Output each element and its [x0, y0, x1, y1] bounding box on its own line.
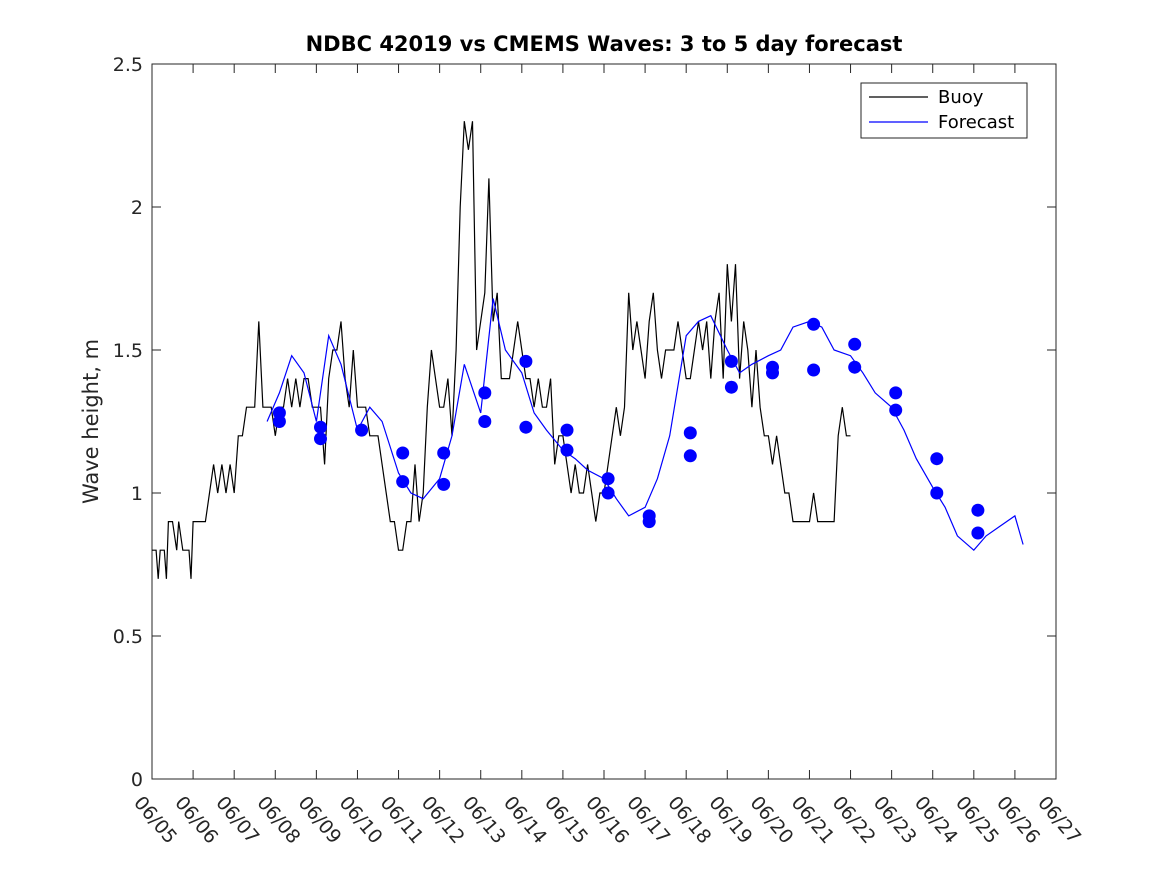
x-tick-label: 06/10 [335, 792, 387, 848]
forecast-marker [807, 363, 821, 377]
x-tick-label: 06/13 [458, 792, 510, 848]
x-tick-label: 06/23 [869, 792, 921, 848]
x-tick-label: 06/26 [992, 792, 1044, 848]
forecast-marker [519, 354, 533, 368]
x-tick-label: 06/05 [129, 792, 181, 848]
forecast-marker [478, 386, 492, 400]
forecast-marker [724, 380, 738, 394]
x-tick-label: 06/24 [910, 792, 962, 848]
forecast-marker [437, 477, 451, 491]
y-axis-label: Wave height, m [79, 339, 103, 504]
y-tick-label: 0 [131, 769, 143, 791]
x-tick-label: 06/27 [1033, 792, 1085, 848]
forecast-marker [601, 472, 615, 486]
forecast-marker [889, 403, 903, 417]
forecast-marker [683, 449, 697, 463]
forecast-marker [683, 426, 697, 440]
forecast-marker [519, 420, 533, 434]
legend-forecast-label: Forecast [938, 112, 1014, 133]
x-tick-label: 06/17 [622, 792, 674, 848]
x-tick-label: 06/22 [828, 792, 880, 848]
forecast-marker [396, 475, 410, 489]
forecast-marker [437, 446, 451, 460]
forecast-marker [724, 354, 738, 368]
forecast-marker [642, 515, 656, 529]
series-layer [152, 121, 1024, 579]
x-tick-label: 06/20 [746, 792, 798, 848]
legend-box [860, 82, 1028, 139]
y-axis: 0 0.5 1 1.5 2 2.5 [113, 54, 1056, 791]
y-tick-label: 1.5 [113, 340, 143, 362]
x-tick-label: 06/15 [540, 792, 592, 848]
forecast-marker [314, 420, 327, 434]
forecast-marker [930, 452, 944, 466]
forecast-marker [766, 366, 779, 380]
forecast-marker [560, 423, 574, 437]
y-tick-label: 1 [131, 483, 143, 505]
forecast-marker [396, 446, 410, 460]
x-tick-label: 06/12 [417, 792, 469, 848]
forecast-marker [355, 423, 369, 437]
forecast-marker [478, 415, 492, 428]
x-tick-label: 06/14 [499, 792, 551, 848]
x-tick-label: 06/06 [170, 792, 222, 848]
forecast-marker [601, 486, 615, 500]
forecast-marker [971, 526, 985, 540]
y-tick-label: 0.5 [113, 626, 143, 648]
x-tick-label: 06/18 [663, 792, 715, 848]
x-tick-label: 06/21 [787, 792, 839, 848]
forecast-marker [272, 415, 286, 428]
forecast-marker [848, 337, 862, 351]
forecast-marker [971, 503, 985, 517]
x-tick-label: 06/11 [376, 792, 428, 848]
x-tick-label: 06/16 [581, 792, 633, 848]
y-tick-label: 2 [131, 197, 143, 219]
legend: Buoy Forecast [860, 82, 1028, 139]
y-tick-label: 2.5 [113, 54, 143, 76]
forecast-marker [807, 317, 821, 331]
forecast-series-line [266, 298, 1024, 552]
forecast-marker [848, 360, 862, 374]
x-tick-label: 06/09 [294, 792, 346, 848]
forecast-marker [889, 386, 903, 400]
x-tick-label: 06/07 [211, 792, 263, 848]
legend-buoy-label: Buoy [938, 87, 984, 108]
forecast-marker [560, 443, 574, 457]
x-tick-label: 06/25 [951, 792, 1003, 848]
forecast-marker [314, 432, 327, 446]
markers-layer [272, 317, 985, 540]
forecast-marker [930, 486, 944, 500]
x-tick-label: 06/08 [252, 792, 304, 848]
plot-frame [151, 63, 1057, 780]
chart-title: NDBC 42019 vs CMEMS Waves: 3 to 5 day fo… [306, 32, 903, 56]
buoy-series-line [152, 121, 851, 579]
x-tick-label: 06/19 [704, 792, 756, 848]
